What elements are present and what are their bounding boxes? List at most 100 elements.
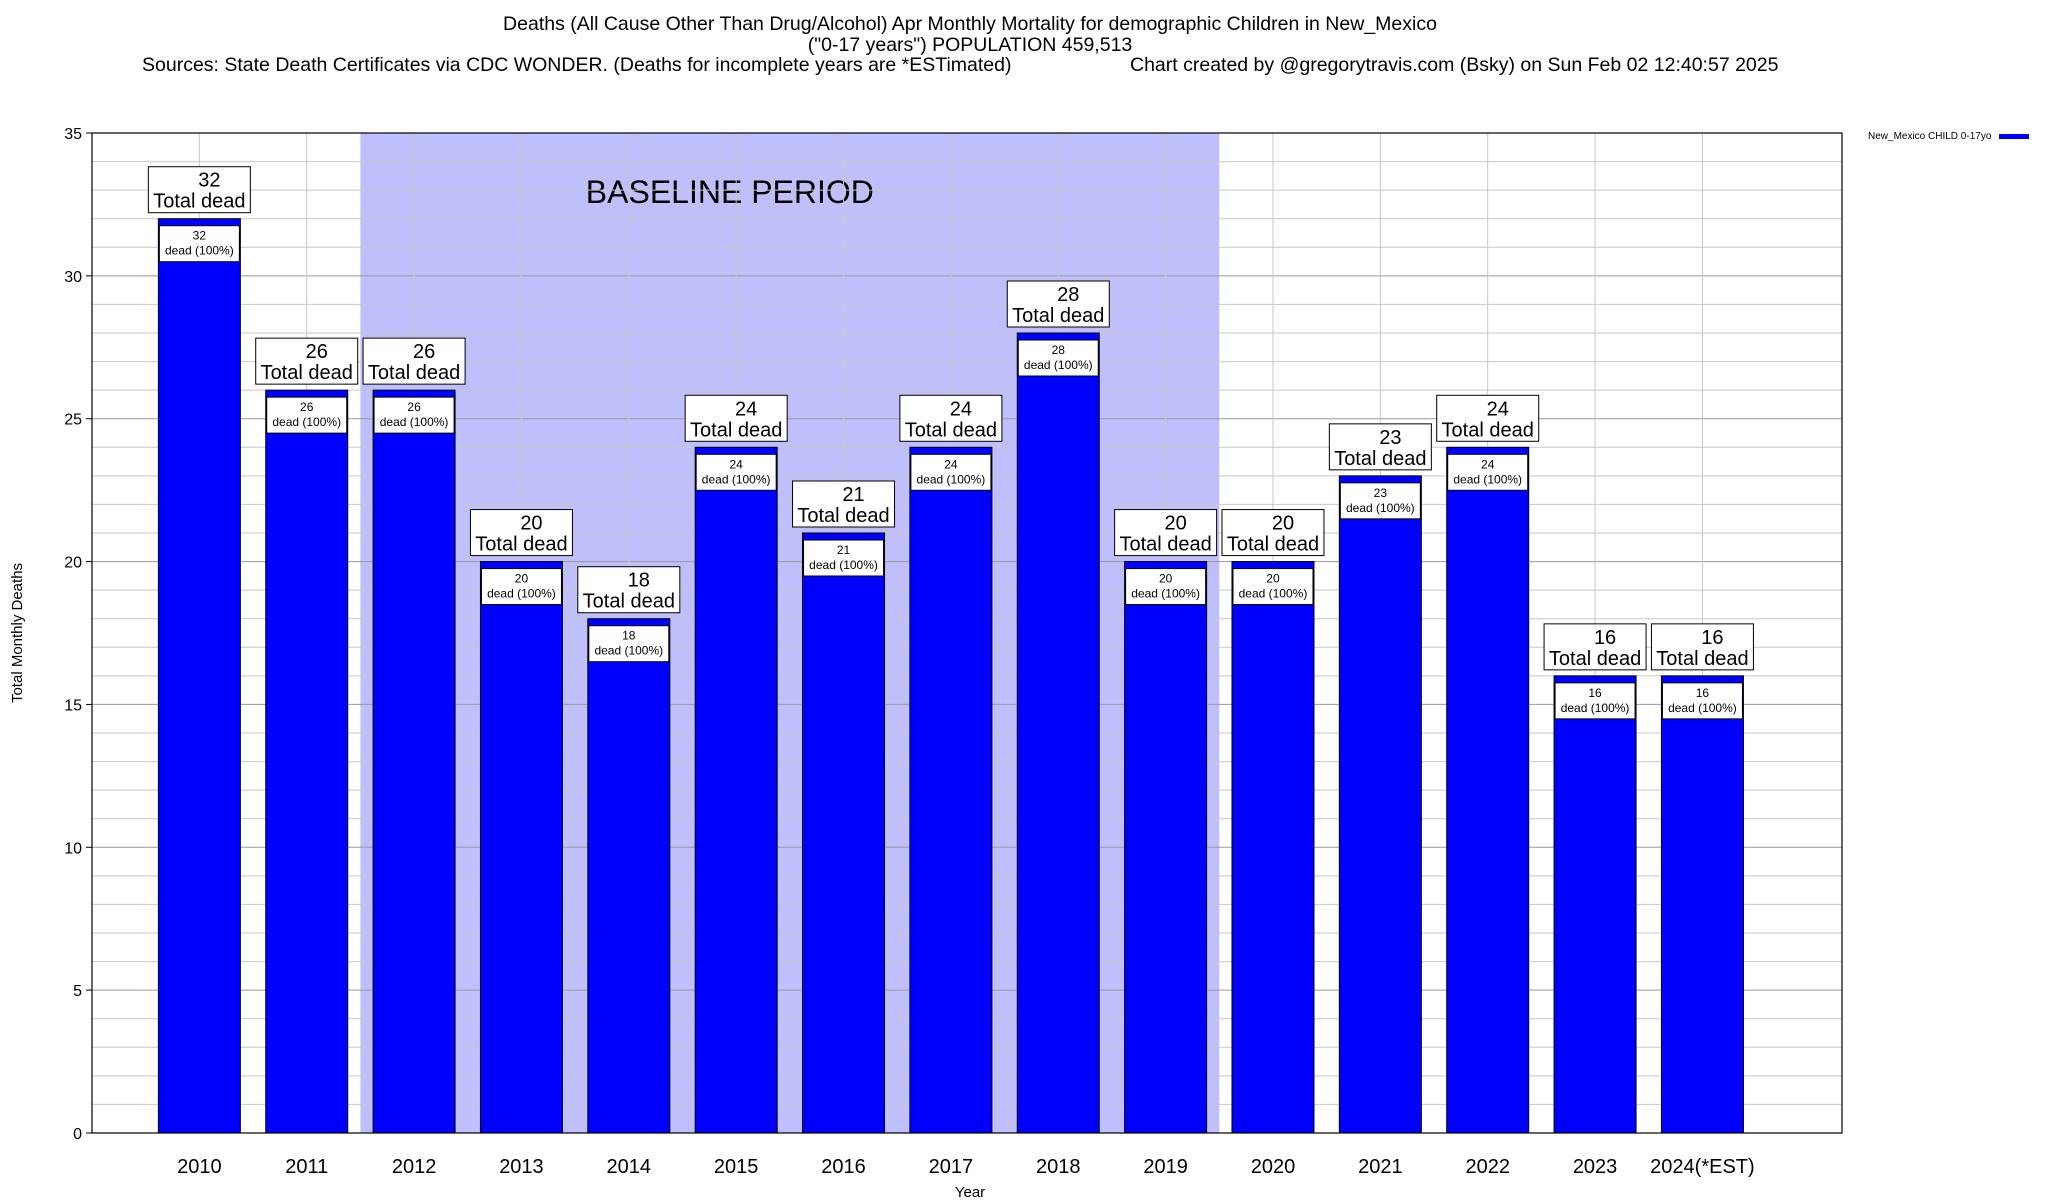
bar-inner-label-box [266,396,348,434]
bar-total-text-label: Total dead [1442,419,1534,441]
bar [372,389,456,1134]
bar-inner-label-box [803,539,885,577]
bar [1553,675,1637,1134]
x-tick-label: 2013 [499,1156,544,1178]
bar-total-label-box [362,337,466,385]
bar-total-label-box [469,509,573,557]
bar-inner-percent-label: dead (100%) [1131,587,1200,601]
bar-total-value-label: 24 [950,398,972,420]
bar-total-text-label: Total dead [261,362,353,384]
bar-inner-percent-label: dead (100%) [1024,358,1093,372]
bar-total-text-label: Total dead [1227,534,1319,556]
bar [1231,561,1315,1134]
bar-total-label-box [255,337,359,385]
x-tick-label: 2011 [285,1156,328,1178]
y-tick-label: 0 [73,1126,82,1143]
bar [1016,332,1100,1134]
y-tick-label: 5 [73,983,82,1000]
bar-inner-label-box [1554,682,1636,720]
bar-total-text-label: Total dead [583,591,675,613]
bar-total-value-label: 20 [520,513,542,535]
bar-total-label-box [577,566,681,614]
bar-inner-label-box [373,396,455,434]
bar [479,561,563,1134]
bar-total-text-label: Total dead [153,191,245,213]
bar-inner-label-box [1339,482,1421,520]
bar-inner-label-box [1125,568,1207,606]
bar-total-text-label: Total dead [905,419,997,441]
bar-inner-percent-label: dead (100%) [165,244,234,258]
bar-total-value-label: 24 [1487,398,1509,420]
bar-inner-label-box [480,568,562,606]
legend: New_Mexico CHILD 0-17yo [1868,131,2030,142]
bar-inner-value-label: 20 [515,572,529,586]
bar-inner-value-label: 26 [300,400,314,414]
bar-total-label-box [899,394,1003,442]
bar-inner-percent-label: dead (100%) [809,558,878,572]
bar-inner-value-label: 23 [1374,486,1388,500]
y-tick-label: 25 [64,412,82,429]
y-tick-label: 30 [64,269,82,286]
bar-inner-percent-label: dead (100%) [1346,501,1415,515]
bar-inner-value-label: 24 [729,457,743,471]
x-tick-label: 2020 [1251,1156,1296,1178]
bar-total-value-label: 20 [1164,513,1186,535]
bar-inner-value-label: 32 [193,229,207,243]
bar-inner-value-label: 26 [407,400,421,414]
bar-total-text-label: Total dead [1012,305,1104,327]
x-tick-label: 2012 [392,1156,437,1178]
legend-swatch [1999,133,2030,139]
bar-inner-label-box [1661,682,1743,720]
bar-inner-percent-label: dead (100%) [1561,701,1630,715]
bar-total-label-box [792,480,896,528]
x-tick-label: 2014 [607,1156,652,1178]
bar-total-value-label: 24 [735,398,757,420]
bar-total-text-label: Total dead [1549,648,1641,670]
bar-total-label-box [684,394,788,442]
bar-inner-percent-label: dead (100%) [1239,587,1308,601]
x-tick-label: 2022 [1465,1156,1510,1178]
bar-total-label-box [1650,623,1754,671]
bar-inner-label-box [1447,453,1529,491]
bar-inner-percent-label: dead (100%) [487,587,556,601]
bar-inner-percent-label: dead (100%) [702,472,771,486]
x-axis-title: Year [955,1184,985,1200]
bar-total-text-label: Total dead [368,362,460,384]
bar-total-label-box [1006,280,1110,328]
bar-inner-percent-label: dead (100%) [380,415,449,429]
bar-total-value-label: 16 [1701,627,1723,649]
bar [157,218,241,1134]
bar-total-text-label: Total dead [690,419,782,441]
bar-inner-label-box [910,453,992,491]
bar-total-label-box [1543,623,1647,671]
bar-total-label-box [1436,394,1540,442]
x-tick-label: 2010 [177,1156,222,1178]
x-tick-label: 2019 [1143,1156,1188,1178]
bar-inner-value-label: 16 [1588,686,1602,700]
bar-total-value-label: 32 [198,170,220,192]
y-tick-label: 10 [64,840,82,857]
bar-inner-label-box [158,225,240,263]
legend-label: New_Mexico CHILD 0-17yo [1868,131,1992,142]
y-tick-label: 15 [64,697,82,714]
baseline-period-label: BASELINE PERIOD [586,174,874,210]
bar-total-value-label: 26 [413,341,435,363]
x-tick-label: 2024(*EST) [1650,1156,1755,1178]
bar-total-value-label: 23 [1379,427,1401,449]
y-tick-label: 35 [64,126,82,143]
bar [1660,675,1744,1134]
bar-total-value-label: 20 [1272,513,1294,535]
bar-total-value-label: 18 [628,570,650,592]
bar-total-label-box [1221,509,1325,557]
x-tick-label: 2018 [1036,1156,1081,1178]
bar [802,532,886,1134]
x-tick-label: 2021 [1358,1156,1403,1178]
chart-subtitle-credit: Chart created by @gregorytravis.com (Bsk… [1130,54,1779,76]
chart-subtitle-sources: Sources: State Death Certificates via CD… [142,54,1012,76]
bar-inner-percent-label: dead (100%) [917,472,986,486]
bar-total-text-label: Total dead [1656,648,1748,670]
bar [694,446,778,1134]
bar-inner-percent-label: dead (100%) [1668,701,1737,715]
bar [1124,561,1208,1134]
